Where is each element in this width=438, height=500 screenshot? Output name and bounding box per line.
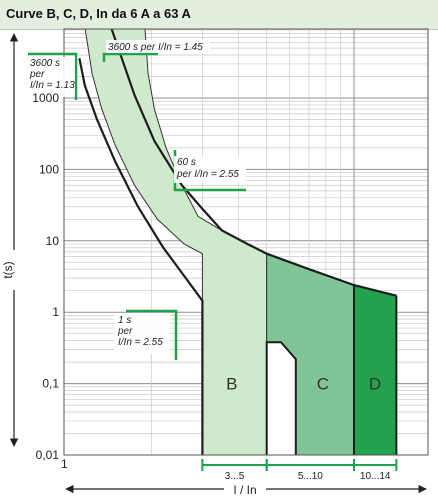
y-axis-label: t(s) xyxy=(1,261,15,278)
region-label-b: B xyxy=(226,375,237,394)
region-label-c: C xyxy=(317,375,329,394)
y-tick-label: 1000 xyxy=(32,91,59,105)
annotation-bracket-3600-113 xyxy=(28,52,78,100)
y-tick-label: 1 xyxy=(52,305,59,319)
annotation-3600-145-line-1: 3600 s per I/In = 1.45 xyxy=(108,42,203,53)
x-axis-label: I / In xyxy=(233,483,256,497)
y-tick-label: 100 xyxy=(39,162,59,176)
annotation-bracket-1s xyxy=(126,309,178,360)
y-axis-label-bg xyxy=(4,250,20,290)
x-axis-label-bg xyxy=(224,481,266,497)
plot-frame xyxy=(63,28,429,456)
curve-upper xyxy=(110,29,397,297)
y-tick-label: 0,01 xyxy=(36,448,60,462)
y-tick-label: 10 xyxy=(46,234,60,248)
chart-title: Curve B, C, D, In da 6 A a 63 A xyxy=(6,6,191,21)
chart-title-bar: Curve B, C, D, In da 6 A a 63 A xyxy=(0,0,438,30)
annotation-60-line-2: per I/In = 2.55 xyxy=(176,169,239,180)
annotation-60-line-1: 60 s xyxy=(177,157,196,168)
curve-lower xyxy=(78,58,204,455)
annotation-1s-line-3: I/In = 2.55 xyxy=(118,337,163,348)
range-label-1: 3...5 xyxy=(225,471,245,482)
region-d xyxy=(353,284,397,455)
curve-c-notch xyxy=(265,341,297,455)
range-label-2: 5...10 xyxy=(298,471,323,482)
annotation-3600-113-line-1: 3600 s xyxy=(30,58,60,69)
annotation-3600-113-line-2: per xyxy=(29,69,45,80)
x-tick-label: 1 xyxy=(61,457,68,471)
annotation-bg xyxy=(174,156,246,183)
region-label-d: D xyxy=(369,375,381,394)
annotation-bg xyxy=(114,314,170,354)
annotation-3600-113-line-3: I/In = 1.13 xyxy=(30,80,75,91)
y-tick-label: 0,1 xyxy=(42,377,59,391)
annotation-bg xyxy=(27,57,75,97)
annotation-bracket-3600-145 xyxy=(102,52,158,62)
annotation-bg xyxy=(106,40,210,53)
annotation-1s-line-1: 1 s xyxy=(118,315,131,326)
range-label-3: 10...14 xyxy=(360,471,391,482)
annotation-1s-line-2: per xyxy=(117,326,133,337)
